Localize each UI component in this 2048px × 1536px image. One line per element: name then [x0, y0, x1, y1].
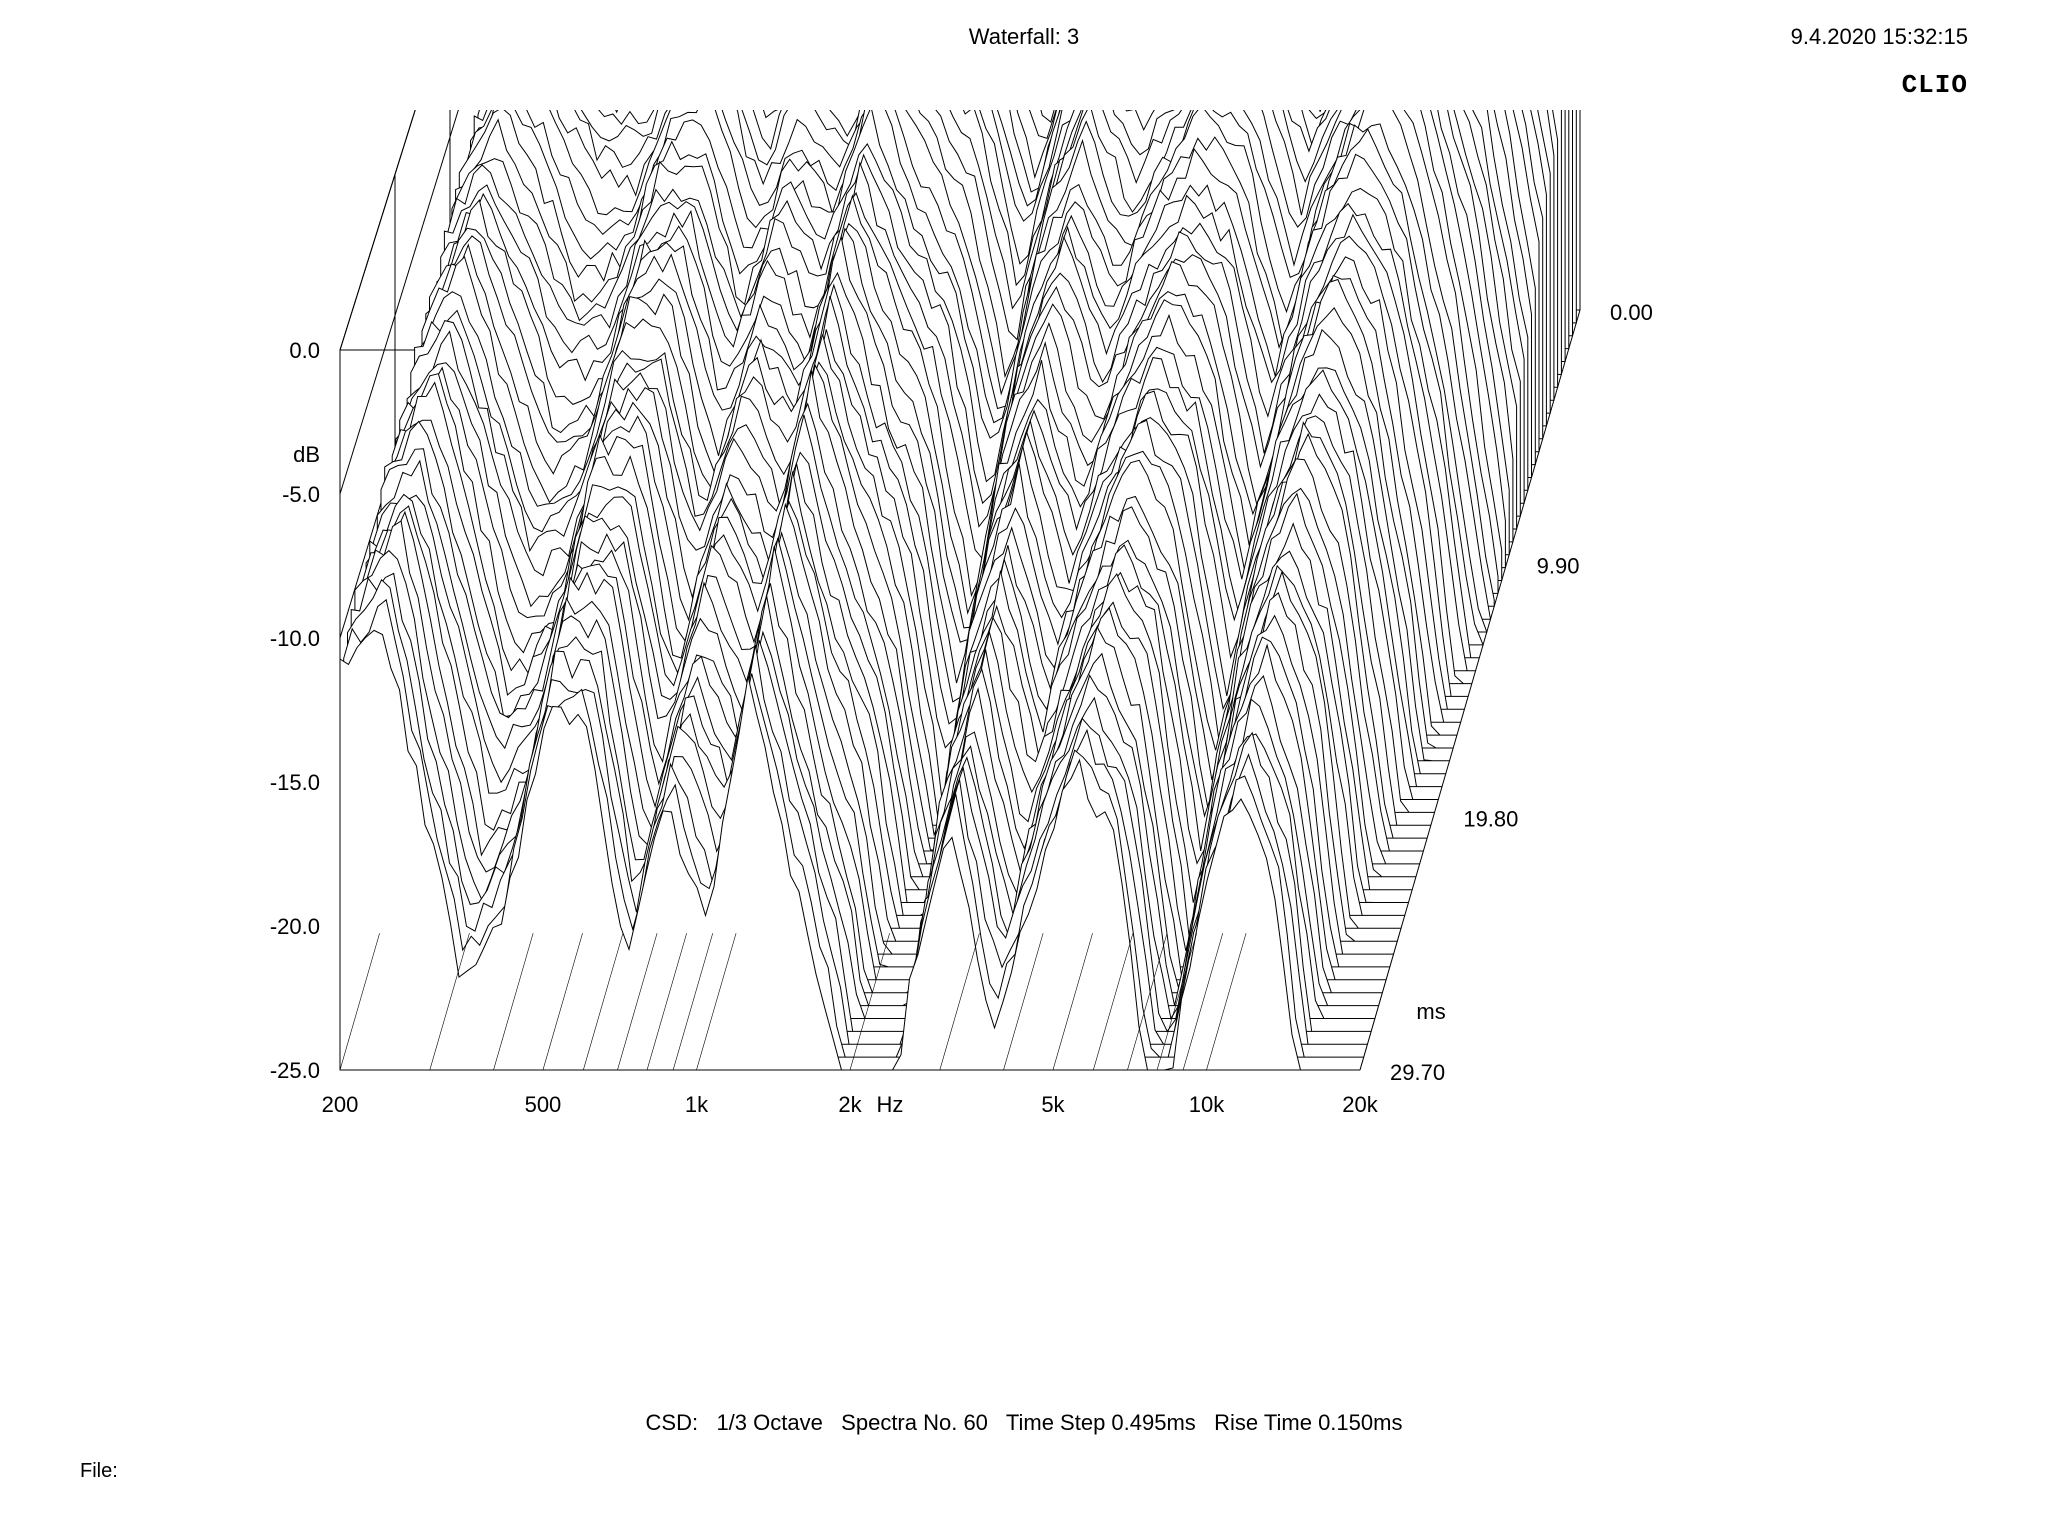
- y-tick-label: 0.0: [289, 338, 320, 363]
- plot-svg: 0.0 -5.0 -10.0 -15.0 -20.0 -25.0 dB 200 500 1k 2k 5…: [200, 110, 1700, 1310]
- y-tick-label: -5.0: [282, 482, 320, 507]
- y-tick-label: -25.0: [270, 1058, 320, 1083]
- x-axis-label: Hz: [877, 1092, 904, 1117]
- x-tick-label: 10k: [1189, 1092, 1225, 1117]
- header-logo: CLIO: [1902, 70, 1968, 100]
- header-timestamp: 9.4.2020 15:32:15: [1791, 24, 1968, 50]
- x-tick-label: 200: [322, 1092, 359, 1117]
- waterfall-plot: 0.0 -5.0 -10.0 -15.0 -20.0 -25.0 dB 200 500 1k 2k 5…: [200, 110, 1700, 1310]
- x-tick-label: 5k: [1041, 1092, 1065, 1117]
- caption-spectra: Spectra No. 60: [841, 1410, 988, 1435]
- z-axis-label: ms: [1416, 999, 1445, 1024]
- x-tick-label: 2k: [838, 1092, 862, 1117]
- z-tick-label: 0.00: [1610, 300, 1653, 325]
- z-tick-label: 9.90: [1537, 553, 1580, 578]
- x-tick-label: 1k: [685, 1092, 709, 1117]
- caption-timestep: Time Step 0.495ms: [1006, 1410, 1196, 1435]
- caption-prefix: CSD:: [646, 1410, 699, 1435]
- y-axis-label: dB: [293, 442, 320, 467]
- footer-caption: CSD: 1/3 Octave Spectra No. 60 Time Step…: [0, 1410, 2048, 1436]
- footer-file-label: File:: [80, 1460, 118, 1483]
- caption-risetime: Rise Time 0.150ms: [1214, 1410, 1402, 1435]
- x-tick-label: 500: [525, 1092, 562, 1117]
- header-title: Waterfall: 3: [0, 24, 2048, 50]
- caption-octave: 1/3 Octave: [716, 1410, 822, 1435]
- page-root: Waterfall: 3 9.4.2020 15:32:15 CLIO 0.0 -…: [0, 0, 2048, 1536]
- waterfall-slices: [340, 110, 1580, 1070]
- z-tick-label: 29.70: [1390, 1060, 1445, 1085]
- x-tick-label: 20k: [1342, 1092, 1378, 1117]
- y-tick-label: -10.0: [270, 626, 320, 651]
- y-tick-label: -20.0: [270, 914, 320, 939]
- z-tick-label: 19.80: [1463, 807, 1518, 832]
- y-tick-label: -15.0: [270, 770, 320, 795]
